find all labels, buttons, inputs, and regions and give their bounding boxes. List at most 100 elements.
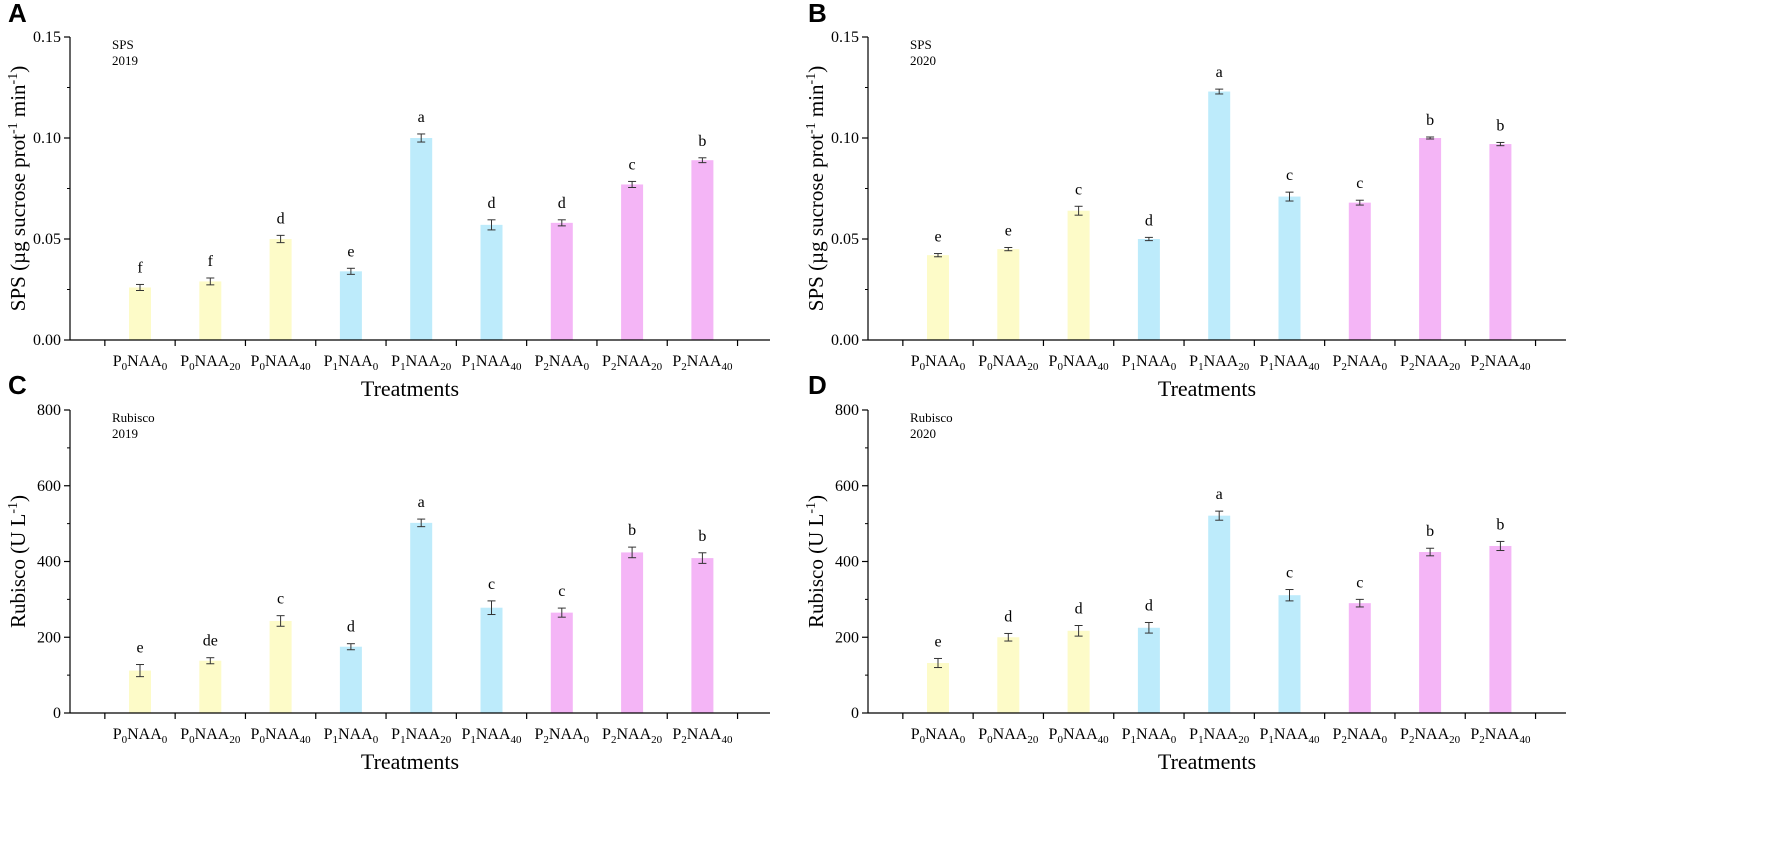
category-p-level: 2 <box>543 361 549 373</box>
plot-annotation: SPS <box>910 37 932 52</box>
bar <box>1348 603 1371 713</box>
category-naa-level: 20 <box>229 734 241 746</box>
plot-annotation: Rubisco <box>910 410 953 425</box>
significance-letter: d <box>488 195 496 212</box>
category-p-level: 2 <box>543 734 549 746</box>
x-category-label: P2NAA0 <box>535 726 590 746</box>
y-title-part: ) <box>804 495 828 502</box>
category-prefix: P <box>911 353 920 370</box>
bar <box>691 558 714 713</box>
category-prefix: P <box>978 726 987 743</box>
category-mid: NAA <box>338 726 373 743</box>
category-mid: NAA <box>925 726 960 743</box>
category-prefix: P <box>1259 726 1268 743</box>
y-tick-label: 0.00 <box>831 332 859 349</box>
x-category-label: P1NAA40 <box>461 353 522 373</box>
category-naa-level: 20 <box>229 361 241 373</box>
bar <box>1489 545 1512 713</box>
plot-annotation: SPS <box>112 37 134 52</box>
bar <box>1067 210 1090 340</box>
category-p-level: 1 <box>1198 734 1204 746</box>
bar <box>339 646 362 713</box>
y-tick-label: 0.10 <box>831 130 859 147</box>
x-category-label: P2NAA40 <box>1470 353 1531 373</box>
category-p-level: 0 <box>189 361 195 373</box>
category-naa-level: 0 <box>1171 361 1177 373</box>
category-p-level: 2 <box>611 361 617 373</box>
category-p-level: 2 <box>1409 361 1415 373</box>
bar <box>1067 630 1090 713</box>
bar <box>1208 91 1231 340</box>
category-prefix: P <box>1049 726 1058 743</box>
y-title-part: min <box>6 84 30 122</box>
plot-annotation: 2020 <box>910 53 936 68</box>
significance-letter: e <box>347 243 354 260</box>
plot-annotation: 2020 <box>910 426 936 441</box>
category-naa-level: 40 <box>1519 361 1531 373</box>
category-prefix: P <box>1333 353 1342 370</box>
x-category-label: P0NAA20 <box>978 353 1039 373</box>
x-category-label: P1NAA20 <box>391 353 452 373</box>
category-p-level: 0 <box>1057 734 1063 746</box>
category-p-level: 1 <box>1131 361 1137 373</box>
category-mid: NAA <box>476 353 511 370</box>
category-mid: NAA <box>925 353 960 370</box>
x-category-label: P1NAA20 <box>1189 353 1250 373</box>
bar <box>1419 138 1442 340</box>
category-prefix: P <box>180 726 189 743</box>
x-category-label: P2NAA40 <box>672 726 733 746</box>
bar <box>480 607 503 713</box>
category-p-level: 2 <box>1479 361 1485 373</box>
category-mid: NAA <box>195 353 230 370</box>
category-mid: NAA <box>1136 726 1171 743</box>
significance-letter: e <box>934 633 941 650</box>
y-tick-label: 0.05 <box>33 231 61 248</box>
category-naa-level: 40 <box>1098 361 1110 373</box>
category-naa-level: 40 <box>300 734 312 746</box>
category-prefix: P <box>911 726 920 743</box>
category-naa-level: 20 <box>440 734 452 746</box>
category-prefix: P <box>535 726 544 743</box>
category-naa-level: 20 <box>651 361 663 373</box>
category-mid: NAA <box>1347 353 1382 370</box>
category-p-level: 1 <box>333 361 339 373</box>
category-prefix: P <box>1049 353 1058 370</box>
category-mid: NAA <box>265 726 300 743</box>
bar <box>621 184 644 340</box>
y-title-superscript: -1 <box>6 73 21 85</box>
y-tick-label: 400 <box>37 554 61 571</box>
y-tick-label: 0.00 <box>33 332 61 349</box>
significance-letter: b <box>628 522 636 539</box>
category-prefix: P <box>1470 726 1479 743</box>
significance-letter: f <box>137 259 143 276</box>
bar <box>129 287 151 340</box>
category-naa-level: 40 <box>1519 734 1531 746</box>
plot-annotation: 2019 <box>112 53 138 68</box>
significance-letter: d <box>1145 597 1153 614</box>
significance-letter: c <box>1286 565 1293 582</box>
category-prefix: P <box>672 726 681 743</box>
category-prefix: P <box>1333 726 1342 743</box>
category-p-level: 1 <box>400 361 406 373</box>
x-axis-title: Treatments <box>1158 749 1256 774</box>
category-prefix: P <box>251 353 260 370</box>
category-naa-level: 40 <box>511 734 523 746</box>
category-naa-level: 0 <box>1171 734 1177 746</box>
y-tick-label: 0.15 <box>831 29 859 46</box>
category-mid: NAA <box>687 726 722 743</box>
x-category-label: P1NAA0 <box>1122 353 1177 373</box>
bar <box>129 670 151 713</box>
category-mid: NAA <box>406 353 441 370</box>
x-axis-title: Treatments <box>1158 376 1256 401</box>
significance-letter: b <box>1496 516 1504 533</box>
y-title-superscript: -1 <box>804 502 819 514</box>
y-axis-title: Rubisco (U L-1) <box>6 495 30 628</box>
significance-letter: b <box>698 133 706 150</box>
y-title-part: ) <box>804 66 828 73</box>
category-prefix: P <box>1189 726 1198 743</box>
category-p-level: 1 <box>470 734 476 746</box>
significance-letter: b <box>1426 112 1434 129</box>
y-title-part: ) <box>6 495 30 502</box>
significance-letter: e <box>1005 222 1012 239</box>
x-category-label: P1NAA40 <box>461 726 522 746</box>
